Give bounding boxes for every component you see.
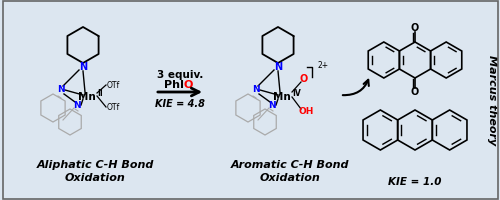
Text: 3 equiv.: 3 equiv.: [157, 70, 203, 80]
Text: Mn: Mn: [273, 92, 291, 102]
Text: OH: OH: [298, 106, 314, 116]
Text: IV: IV: [292, 88, 301, 98]
Text: N: N: [73, 100, 81, 110]
Text: Aliphatic C-H Bond: Aliphatic C-H Bond: [36, 160, 154, 170]
Text: OTf: OTf: [107, 80, 120, 90]
Text: KIE = 1.0: KIE = 1.0: [388, 177, 442, 187]
FancyArrowPatch shape: [343, 80, 369, 95]
Text: KIE = 4.8: KIE = 4.8: [155, 99, 205, 109]
Text: Oxidation: Oxidation: [260, 173, 320, 183]
Text: O: O: [300, 74, 308, 84]
FancyArrowPatch shape: [158, 88, 199, 96]
Text: 2+: 2+: [317, 60, 328, 70]
Text: Mn: Mn: [78, 92, 96, 102]
Bar: [0, 140, 500, 200]
Text: N: N: [274, 62, 282, 72]
Text: OTf: OTf: [107, 102, 120, 112]
Text: II: II: [97, 88, 103, 98]
Text: Aromatic C-H Bond: Aromatic C-H Bond: [231, 160, 349, 170]
Text: Oxidation: Oxidation: [64, 173, 126, 183]
Text: N: N: [252, 86, 260, 95]
Text: N: N: [57, 86, 65, 95]
Text: O: O: [411, 87, 419, 97]
Text: O: O: [184, 80, 192, 90]
Text: PhI: PhI: [164, 80, 184, 90]
Text: Marcus theory: Marcus theory: [487, 55, 497, 145]
Text: N: N: [268, 100, 276, 110]
Text: N: N: [79, 62, 87, 72]
Text: O: O: [411, 23, 419, 33]
